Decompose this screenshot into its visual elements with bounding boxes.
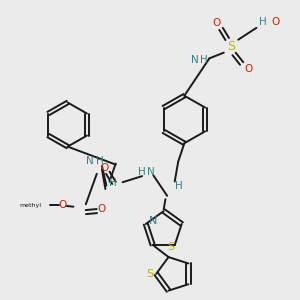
Text: N: N [147, 167, 155, 177]
Text: O: O [100, 163, 109, 173]
Text: O: O [244, 64, 253, 74]
Text: N: N [86, 156, 94, 166]
Text: O: O [58, 200, 67, 210]
Text: S: S [227, 40, 235, 53]
Text: H: H [109, 178, 117, 188]
Text: S: S [146, 269, 154, 279]
Text: H: H [260, 17, 267, 27]
Text: O: O [212, 18, 220, 28]
Text: O: O [271, 17, 279, 27]
Text: O: O [98, 204, 106, 214]
Text: S: S [167, 242, 174, 251]
Text: H: H [200, 55, 208, 65]
Text: H: H [137, 167, 145, 177]
Text: H: H [96, 156, 104, 166]
Text: methyl: methyl [19, 203, 41, 208]
Text: H: H [175, 181, 183, 191]
Text: N: N [149, 216, 158, 226]
Text: N: N [191, 55, 199, 65]
